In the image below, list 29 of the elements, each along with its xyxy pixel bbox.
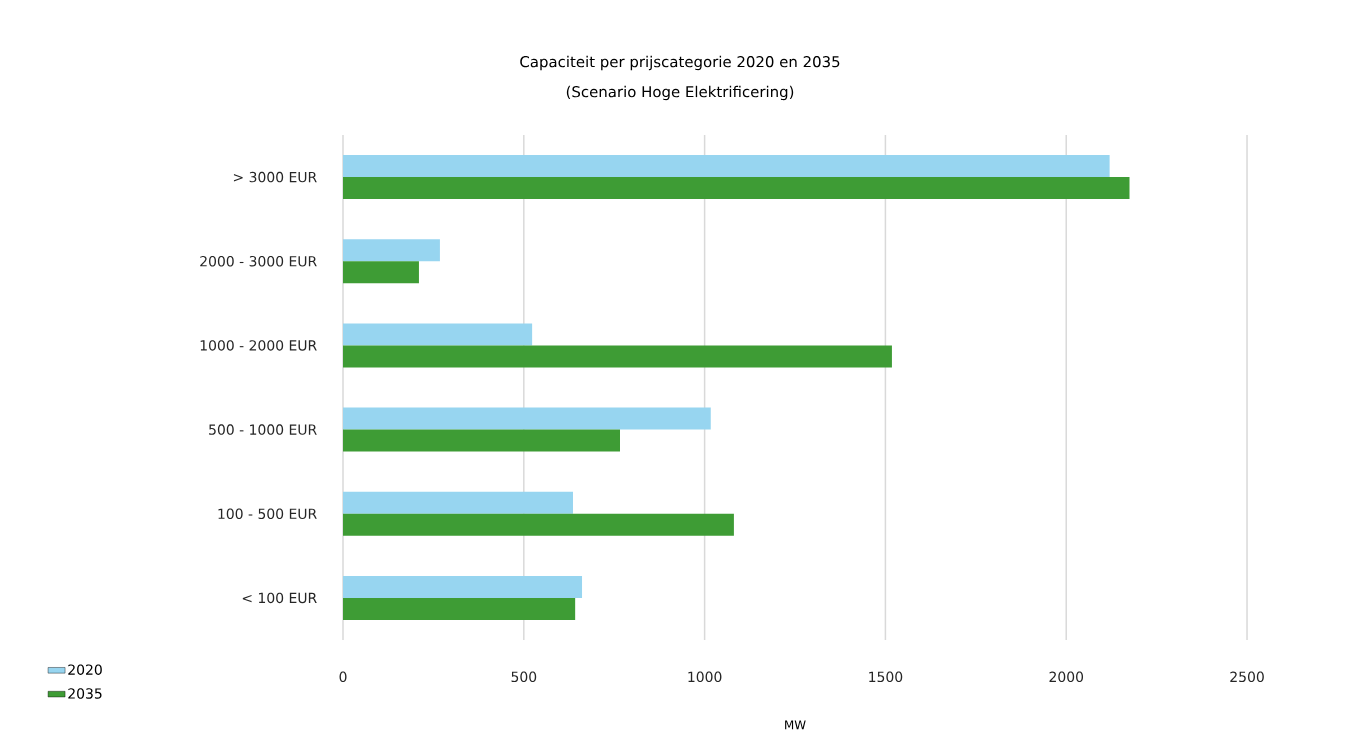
bar bbox=[343, 323, 533, 346]
bar bbox=[343, 575, 583, 598]
chart-subtitle: (Scenario Hoge Elektrificering) bbox=[566, 85, 794, 101]
y-tick-label: 100 - 500 EUR bbox=[218, 508, 317, 520]
x-tick-label: 1500 bbox=[869, 671, 903, 683]
bar bbox=[343, 429, 620, 452]
bar bbox=[343, 155, 1110, 178]
bar bbox=[343, 597, 576, 620]
y-tick-label: 1000 - 2000 EUR bbox=[200, 340, 317, 351]
y-tick-label: 2000 - 3000 EUR bbox=[200, 255, 317, 267]
x-tick-label: 1000 bbox=[688, 671, 722, 683]
chart-title: Capaciteit per prijscategorie 2020 en 2035 bbox=[520, 55, 840, 71]
bar bbox=[343, 177, 1130, 200]
y-tick-label: 500 - 1000 EUR bbox=[209, 424, 317, 435]
y-tick-label: < 100 EUR bbox=[242, 592, 317, 604]
bar bbox=[343, 261, 419, 284]
x-axis-title: MW bbox=[785, 720, 806, 730]
bar bbox=[343, 239, 440, 262]
bar bbox=[343, 345, 892, 368]
bar bbox=[343, 491, 573, 514]
bar bbox=[343, 513, 734, 536]
x-tick-label: 500 bbox=[511, 671, 537, 683]
legend-label: 2020 bbox=[68, 664, 102, 675]
x-tick-label: 2500 bbox=[1230, 671, 1264, 683]
legend-label: 2035 bbox=[68, 688, 102, 699]
x-tick-label: 0 bbox=[339, 671, 347, 683]
x-tick-label: 2000 bbox=[1049, 671, 1084, 683]
bar bbox=[343, 407, 711, 430]
y-tick-label: > 3000 EUR bbox=[233, 171, 317, 183]
